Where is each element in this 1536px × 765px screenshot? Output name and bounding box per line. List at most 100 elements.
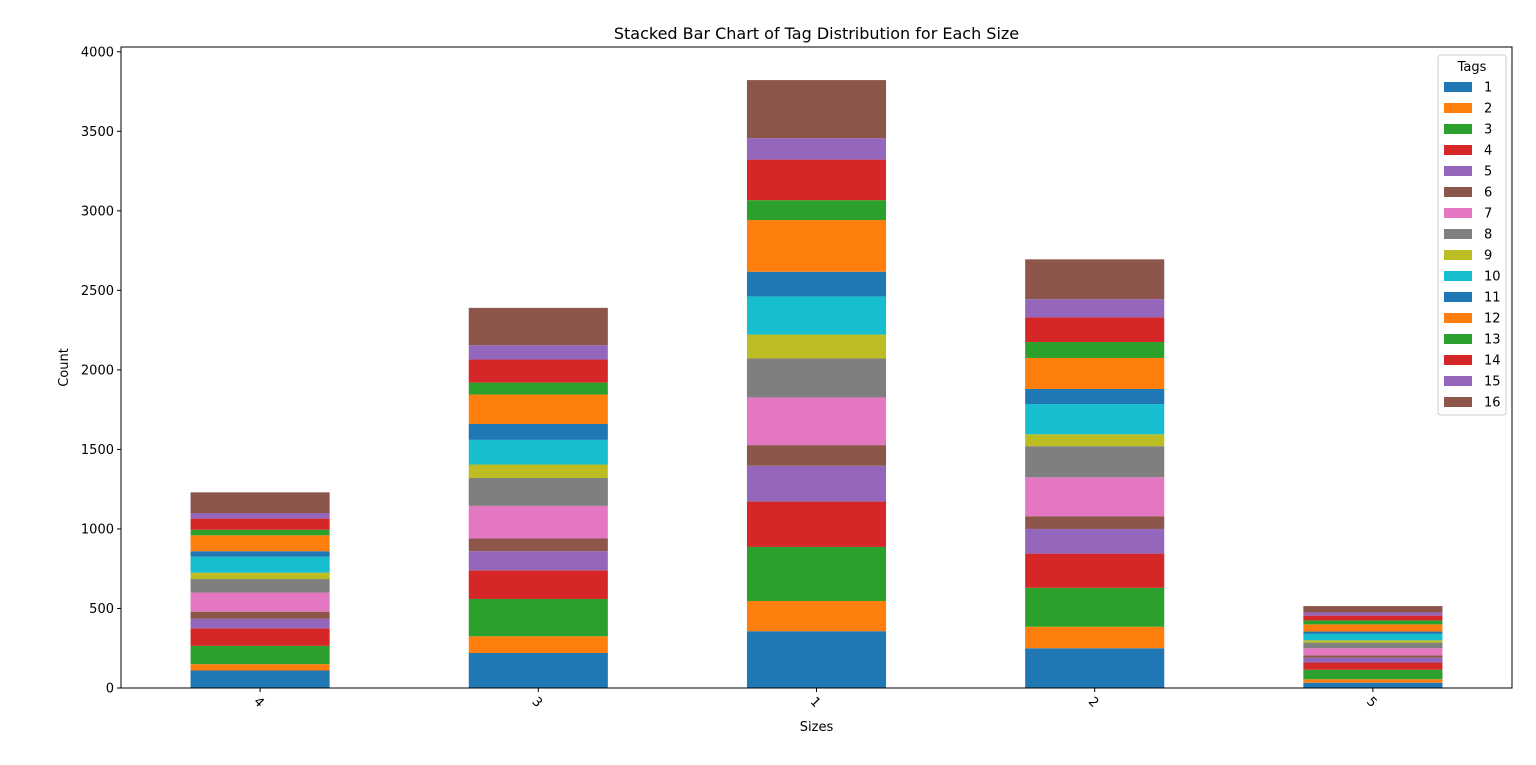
legend-label-3: 3 bbox=[1484, 123, 1492, 138]
bar-segment-size-3-tag-2 bbox=[468, 636, 608, 654]
bar-segment-size-3-tag-6 bbox=[468, 538, 608, 552]
y-tick-label: 4000 bbox=[81, 45, 114, 60]
x-tick-label: 2 bbox=[1085, 694, 1101, 710]
legend-title: Tags bbox=[1457, 60, 1487, 75]
y-tick-label: 3500 bbox=[81, 125, 114, 140]
bar-segment-size-4-tag-4 bbox=[190, 628, 330, 646]
legend-label-16: 16 bbox=[1484, 396, 1501, 411]
legend-label-13: 13 bbox=[1484, 333, 1501, 348]
bar-segment-size-3-tag-3 bbox=[468, 598, 608, 637]
bar-segment-size-2-tag-13 bbox=[1025, 342, 1165, 358]
bar-segment-size-4-tag-10 bbox=[190, 556, 330, 573]
bar-segment-size-2-tag-11 bbox=[1025, 388, 1165, 405]
legend-swatch-15 bbox=[1444, 376, 1472, 386]
legend-swatch-12 bbox=[1444, 313, 1472, 323]
bar-segment-size-2-tag-14 bbox=[1025, 317, 1165, 343]
legend-swatch-11 bbox=[1444, 292, 1472, 302]
bar-segment-size-3-tag-16 bbox=[468, 307, 608, 346]
bar-segment-size-1-tag-8 bbox=[746, 358, 887, 398]
bar-segment-size-1-tag-14 bbox=[746, 159, 887, 201]
bar-segment-size-5-tag-12 bbox=[1303, 624, 1443, 632]
bar-segment-size-5-tag-8 bbox=[1303, 642, 1443, 649]
legend-swatch-13 bbox=[1444, 334, 1472, 344]
bar-segment-size-3-tag-11 bbox=[468, 423, 608, 440]
bar-segment-size-3-tag-14 bbox=[468, 359, 608, 383]
bar-segment-size-1-tag-9 bbox=[746, 334, 887, 359]
x-tick-label: 3 bbox=[529, 694, 545, 710]
bar-segment-size-5-tag-7 bbox=[1303, 648, 1443, 656]
bar-segment-size-1-tag-3 bbox=[746, 546, 887, 601]
y-tick-label: 0 bbox=[106, 682, 114, 697]
bar-segment-size-5-tag-3 bbox=[1303, 669, 1443, 680]
legend-label-15: 15 bbox=[1484, 375, 1501, 390]
bar-segment-size-1-tag-15 bbox=[746, 138, 887, 160]
legend-label-2: 2 bbox=[1484, 102, 1492, 117]
bar-segment-size-3-tag-9 bbox=[468, 464, 608, 479]
legend-label-7: 7 bbox=[1484, 207, 1492, 222]
bar-segment-size-1-tag-1 bbox=[746, 631, 887, 688]
bar-segment-size-3-tag-1 bbox=[468, 653, 608, 688]
bar-segment-size-5-tag-11 bbox=[1303, 631, 1443, 634]
legend-swatch-6 bbox=[1444, 187, 1472, 197]
bar-segment-size-5-tag-5 bbox=[1303, 657, 1443, 663]
legend-swatch-7 bbox=[1444, 208, 1472, 218]
bar-segment-size-4-tag-6 bbox=[190, 611, 330, 619]
bar-segment-size-5-tag-14 bbox=[1303, 615, 1443, 621]
bar-segment-size-3-tag-5 bbox=[468, 551, 608, 571]
bar-segment-size-1-tag-10 bbox=[746, 296, 887, 335]
bar-segment-size-4-tag-1 bbox=[190, 670, 330, 688]
bar-segment-size-1-tag-2 bbox=[746, 600, 887, 632]
legend-swatch-3 bbox=[1444, 124, 1472, 134]
bar-segment-size-5-tag-10 bbox=[1303, 633, 1443, 641]
bar-segment-size-1-tag-12 bbox=[746, 220, 887, 272]
bar-segment-size-2-tag-16 bbox=[1025, 259, 1165, 300]
bar-segment-size-5-tag-13 bbox=[1303, 620, 1443, 625]
legend-label-6: 6 bbox=[1484, 186, 1492, 201]
legend-swatch-1 bbox=[1444, 82, 1472, 92]
bar-segment-size-4-tag-5 bbox=[190, 618, 330, 629]
bar-segment-size-2-tag-15 bbox=[1025, 299, 1165, 318]
y-tick-label: 1000 bbox=[81, 522, 114, 537]
legend-label-8: 8 bbox=[1484, 228, 1492, 243]
bar-segment-size-5-tag-6 bbox=[1303, 655, 1443, 658]
x-axis-label: Sizes bbox=[800, 720, 834, 735]
bar-segment-size-3-tag-15 bbox=[468, 345, 608, 360]
y-tick-label: 1500 bbox=[81, 443, 114, 458]
legend-swatch-5 bbox=[1444, 166, 1472, 176]
legend-swatch-9 bbox=[1444, 250, 1472, 260]
bar-segment-size-5-tag-16 bbox=[1303, 606, 1443, 613]
y-axis-label: Count bbox=[57, 348, 72, 387]
bar-segment-size-1-tag-16 bbox=[746, 80, 887, 139]
legend-label-5: 5 bbox=[1484, 165, 1492, 180]
x-tick-label: 4 bbox=[250, 694, 266, 710]
bar-segment-size-5-tag-15 bbox=[1303, 612, 1443, 616]
bar-segment-size-4-tag-13 bbox=[190, 529, 330, 536]
chart-title: Stacked Bar Chart of Tag Distribution fo… bbox=[614, 24, 1019, 43]
bar-segment-size-2-tag-12 bbox=[1025, 357, 1165, 389]
bar-segment-size-4-tag-2 bbox=[190, 664, 330, 671]
bar-segment-size-2-tag-1 bbox=[1025, 648, 1165, 688]
bar-segment-size-1-tag-11 bbox=[746, 271, 887, 297]
bar-segment-size-1-tag-7 bbox=[746, 397, 887, 446]
bar-segment-size-2-tag-7 bbox=[1025, 477, 1165, 517]
x-tick-label: 5 bbox=[1363, 694, 1379, 710]
y-tick-label: 3000 bbox=[81, 204, 114, 219]
bar-segment-size-2-tag-4 bbox=[1025, 553, 1165, 588]
legend-label-11: 11 bbox=[1484, 291, 1501, 306]
bar-segment-size-5-tag-9 bbox=[1303, 640, 1443, 643]
legend-swatch-16 bbox=[1444, 397, 1472, 407]
bar-segment-size-1-tag-13 bbox=[746, 200, 887, 221]
bar-segment-size-4-tag-7 bbox=[190, 592, 330, 612]
bar-segment-size-3-tag-7 bbox=[468, 505, 608, 539]
y-tick-label: 2500 bbox=[81, 284, 114, 299]
bar-segment-size-4-tag-12 bbox=[190, 535, 330, 552]
bar-segment-size-3-tag-4 bbox=[468, 570, 608, 599]
legend-label-10: 10 bbox=[1484, 270, 1501, 285]
bar-segment-size-2-tag-2 bbox=[1025, 626, 1165, 649]
bar-segment-size-4-tag-15 bbox=[190, 513, 330, 519]
legend-label-1: 1 bbox=[1484, 81, 1492, 96]
legend-label-12: 12 bbox=[1484, 312, 1501, 327]
y-tick-label: 500 bbox=[89, 602, 114, 617]
bar-segment-size-4-tag-11 bbox=[190, 551, 330, 557]
